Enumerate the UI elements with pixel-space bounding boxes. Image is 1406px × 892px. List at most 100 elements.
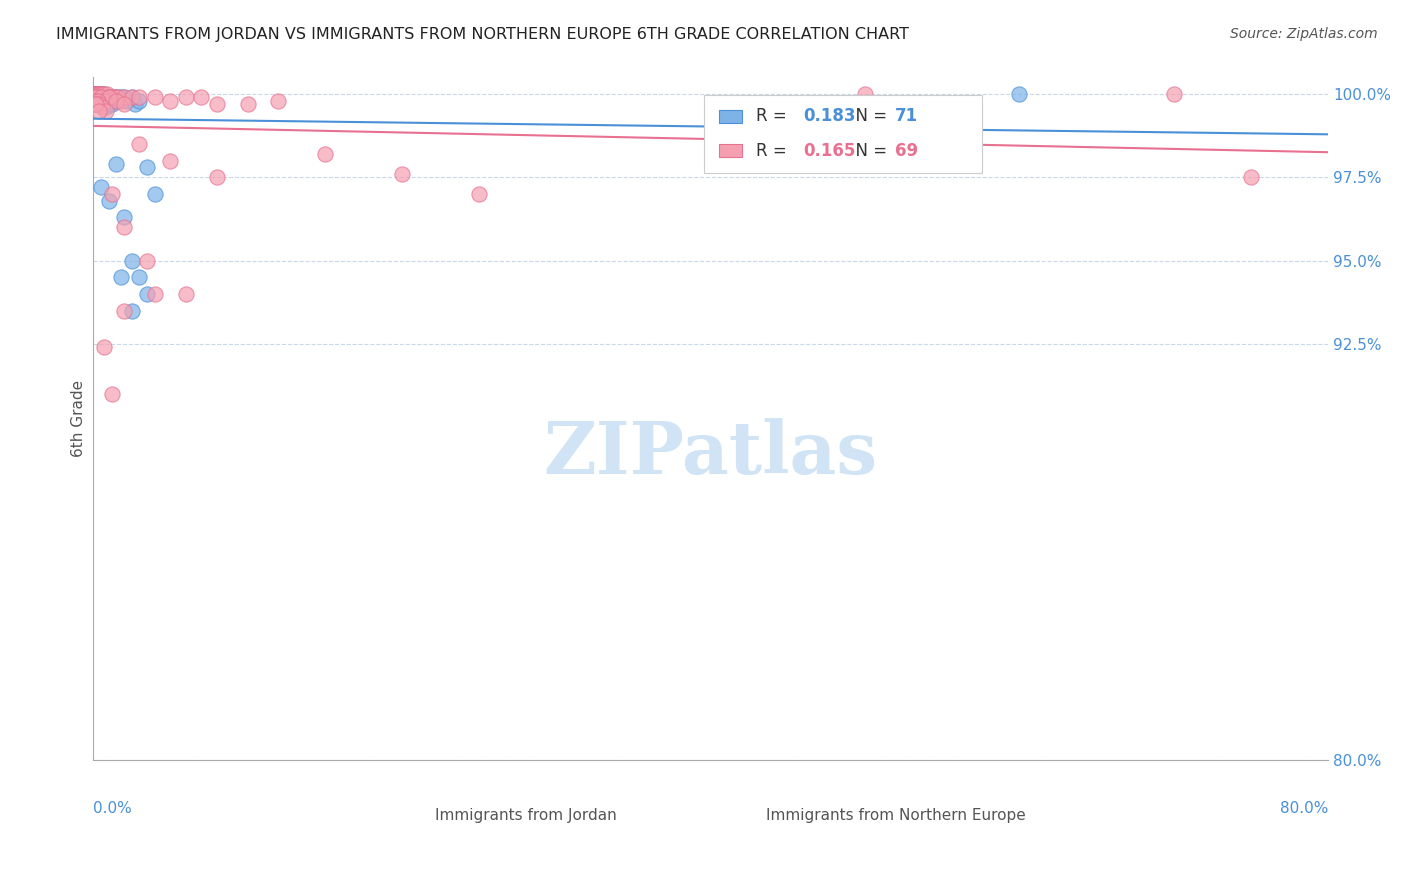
Point <box>159 94 181 108</box>
Point <box>96 90 118 104</box>
Point <box>128 90 150 104</box>
Point <box>112 90 135 104</box>
Point <box>83 87 105 101</box>
Point <box>83 87 105 101</box>
Point <box>89 87 111 101</box>
Text: Immigrants from Northern Europe: Immigrants from Northern Europe <box>766 808 1026 823</box>
Point <box>112 90 135 104</box>
Point <box>91 87 114 101</box>
Point <box>89 103 111 118</box>
Point <box>1240 170 1263 185</box>
Point <box>90 180 112 194</box>
Point <box>84 90 107 104</box>
Point <box>84 87 107 101</box>
Point <box>83 87 105 101</box>
Point <box>1163 87 1185 101</box>
Point <box>97 94 120 108</box>
Point <box>115 94 138 108</box>
Point <box>97 194 120 208</box>
FancyBboxPatch shape <box>748 784 779 798</box>
Point <box>100 90 122 104</box>
Point <box>87 94 110 108</box>
Point <box>93 94 115 108</box>
Point <box>100 187 122 202</box>
Point <box>159 153 181 168</box>
Point <box>83 87 105 101</box>
Point <box>84 87 107 101</box>
Point <box>468 187 491 202</box>
Point <box>124 97 146 112</box>
Point <box>83 97 105 112</box>
Point <box>87 87 110 101</box>
Point <box>87 94 110 108</box>
Point <box>121 90 143 104</box>
Point <box>174 90 197 104</box>
Point <box>108 94 131 108</box>
Point <box>93 87 115 101</box>
Point <box>107 90 129 104</box>
Point <box>93 97 115 112</box>
Point <box>96 87 118 101</box>
Point <box>89 87 111 101</box>
Point <box>90 90 112 104</box>
Point <box>84 87 107 101</box>
Point <box>90 90 112 104</box>
Point <box>89 97 111 112</box>
Point <box>83 97 105 112</box>
Point <box>84 87 107 101</box>
Point <box>89 94 111 108</box>
Point <box>104 94 127 108</box>
Point <box>89 90 111 104</box>
Point <box>190 90 212 104</box>
Point <box>1008 87 1031 101</box>
Point <box>143 90 166 104</box>
Point <box>103 90 125 104</box>
Point <box>87 90 110 104</box>
Point <box>105 90 128 104</box>
Text: 71: 71 <box>894 107 918 126</box>
Point <box>93 340 115 354</box>
Point <box>83 87 105 101</box>
Point <box>121 253 143 268</box>
Point <box>143 287 166 301</box>
Point <box>128 94 150 108</box>
FancyBboxPatch shape <box>704 95 983 173</box>
Point <box>121 90 143 104</box>
Point <box>853 87 876 101</box>
Point <box>104 90 127 104</box>
Point <box>83 90 105 104</box>
Point <box>87 87 110 101</box>
Point <box>110 90 132 104</box>
Y-axis label: 6th Grade: 6th Grade <box>72 380 86 458</box>
Point <box>97 90 120 104</box>
Text: 80.0%: 80.0% <box>1279 801 1329 816</box>
Point <box>84 94 107 108</box>
Point <box>87 97 110 112</box>
Text: 0.183: 0.183 <box>803 107 856 126</box>
Point <box>87 90 110 104</box>
Point <box>91 87 114 101</box>
Point <box>90 90 112 104</box>
Point <box>89 90 111 104</box>
Point <box>94 94 117 108</box>
Point <box>100 97 122 112</box>
Text: ZIPatlas: ZIPatlas <box>544 417 877 489</box>
Point <box>84 87 107 101</box>
Point <box>205 170 228 185</box>
Point <box>84 97 107 112</box>
Point <box>112 97 135 112</box>
Point <box>267 94 290 108</box>
Point <box>90 87 112 101</box>
Text: R =: R = <box>756 142 793 160</box>
Text: Immigrants from Jordan: Immigrants from Jordan <box>434 808 616 823</box>
Point <box>136 287 159 301</box>
Point <box>136 161 159 175</box>
Point <box>100 387 122 401</box>
Point <box>112 211 135 225</box>
Point <box>96 94 118 108</box>
Point <box>391 167 413 181</box>
Point <box>87 94 110 108</box>
Point <box>174 287 197 301</box>
Point <box>94 103 117 118</box>
Text: 0.0%: 0.0% <box>93 801 132 816</box>
